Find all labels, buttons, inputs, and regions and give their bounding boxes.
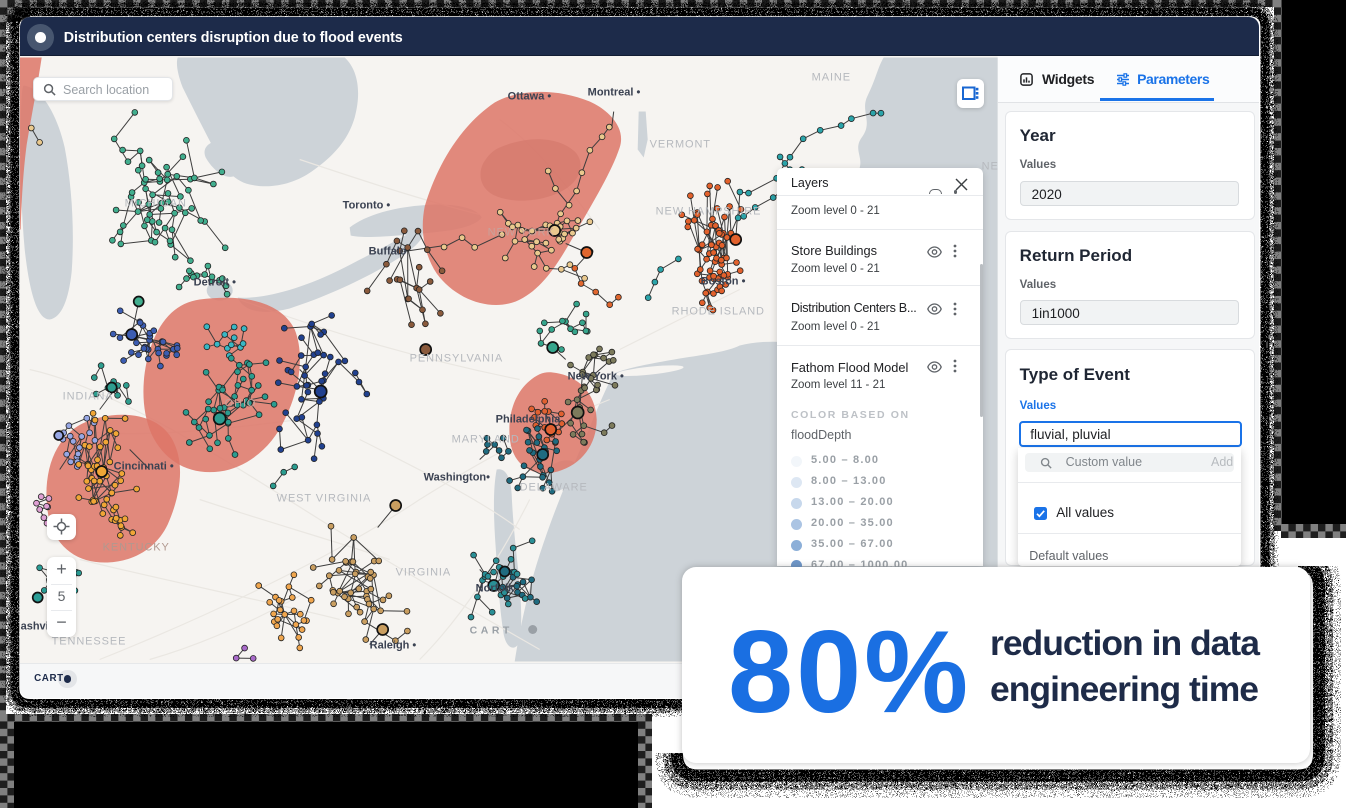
svg-text:New York •: New York • [568, 371, 624, 383]
svg-text:VIRGINIA: VIRGINIA [396, 567, 451, 579]
svg-text:MAINE: MAINE [812, 72, 851, 84]
svg-text:OHIO: OHIO [225, 398, 257, 410]
svg-text:Boston •: Boston • [701, 276, 746, 288]
svg-text:Norfolk: Norfolk [476, 583, 515, 595]
svg-text:CART: CART [470, 626, 513, 637]
svg-text:VERMONT: VERMONT [650, 139, 711, 151]
svg-text:INDIANA: INDIANA [63, 391, 114, 403]
svg-text:Washington•: Washington• [424, 472, 490, 484]
svg-text:Buffalo: Buffalo [369, 246, 407, 258]
svg-text:Detroit •: Detroit • [194, 277, 236, 289]
svg-text:Raleigh •: Raleigh • [370, 640, 417, 652]
svg-text:Ottawa •: Ottawa • [508, 91, 552, 103]
svg-text:TENNESSEE: TENNESSEE [52, 636, 127, 648]
svg-text:PENNSYLVANIA: PENNSYLVANIA [410, 353, 503, 365]
svg-text:KENTUCKY: KENTUCKY [103, 542, 170, 554]
svg-text:Montreal •: Montreal • [588, 87, 641, 99]
svg-text:NE: NE [982, 161, 998, 173]
svg-text:MARYLAND: MARYLAND [452, 434, 520, 446]
svg-text:Cincinnati •: Cincinnati • [114, 461, 174, 473]
svg-text:NEW HAMPSHIRE: NEW HAMPSHIRE [656, 206, 762, 218]
svg-text:DELAWARE: DELAWARE [520, 482, 588, 494]
svg-text:NEW YORK: NEW YORK [488, 227, 555, 239]
svg-text:MICHIGAN: MICHIGAN [125, 198, 187, 210]
svg-text:Toronto •: Toronto • [343, 200, 391, 212]
svg-text:RHODE ISLAND: RHODE ISLAND [672, 306, 765, 318]
svg-text:Philadelphia: Philadelphia [496, 414, 562, 426]
svg-text:WEST VIRGINIA: WEST VIRGINIA [277, 493, 372, 505]
